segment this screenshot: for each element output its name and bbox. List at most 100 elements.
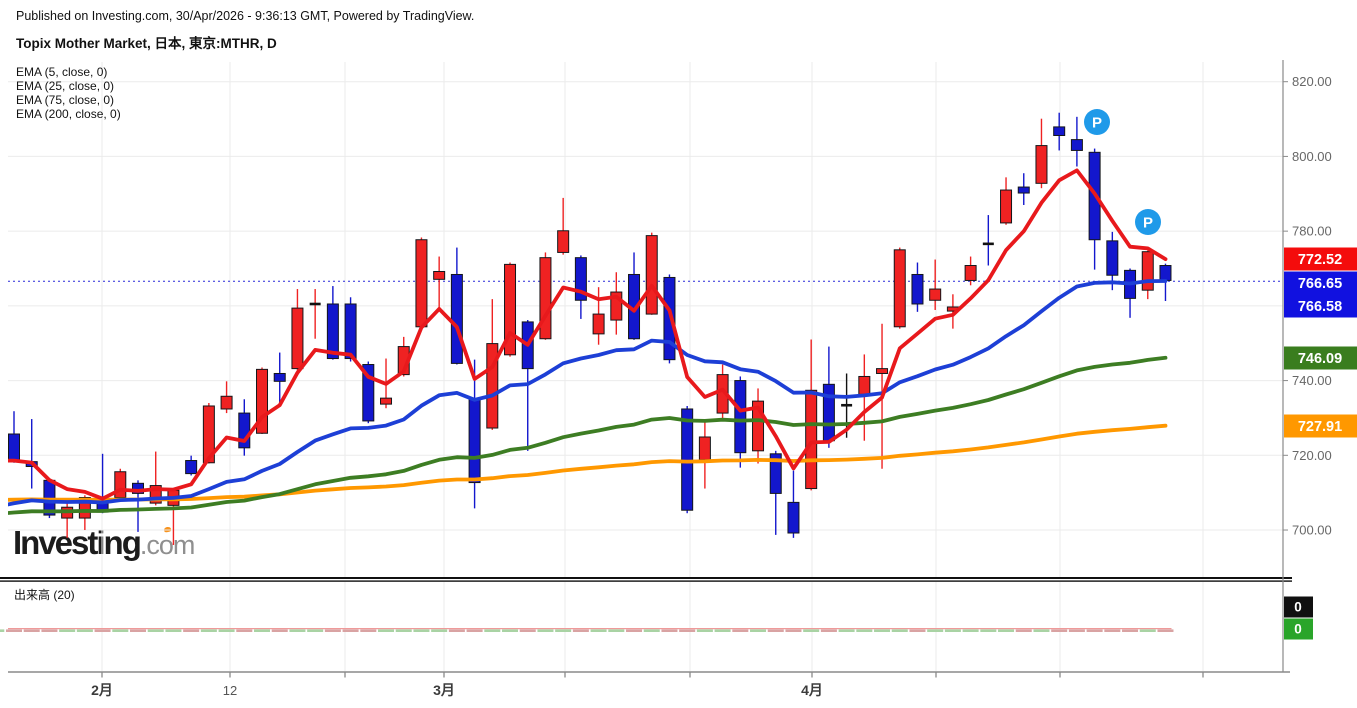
candle-body	[911, 273, 924, 305]
volume-bar	[200, 629, 217, 632]
volume-bar	[112, 629, 129, 632]
candle-body	[220, 395, 233, 410]
volume-bar	[324, 629, 341, 632]
volume-bar	[944, 629, 961, 632]
event-marker: P	[1135, 209, 1161, 235]
legend-item-ema200: EMA (200, close, 0)	[16, 107, 121, 121]
price-badge-bg	[1284, 414, 1357, 438]
doji-dash	[982, 242, 994, 246]
candle-body	[663, 276, 676, 361]
volume-bar	[59, 629, 76, 632]
candle-body	[326, 303, 339, 360]
ema-200-line	[8, 423, 1168, 502]
volume-bar	[484, 629, 501, 632]
candle-body	[291, 307, 304, 370]
volume-bar	[271, 629, 288, 632]
candle-body	[1053, 126, 1066, 136]
volume-bar	[165, 629, 182, 632]
time-axis-label: 2月	[91, 682, 113, 698]
volume-badge: 0	[1284, 618, 1313, 640]
volume-bar	[1033, 629, 1050, 632]
candle-body	[858, 375, 871, 395]
volume-bar	[891, 629, 908, 632]
candle-body	[1106, 240, 1119, 276]
candle-body	[344, 303, 357, 360]
candle-body	[362, 364, 375, 422]
volume-bar	[927, 629, 944, 632]
volume-bar	[395, 629, 412, 632]
price-badge-bg	[1284, 294, 1357, 318]
ema-75-line	[8, 355, 1168, 515]
candle-body	[8, 433, 20, 462]
volume-bar	[23, 629, 40, 632]
volume-bar	[289, 629, 306, 632]
logo-suffix: .com	[139, 530, 196, 560]
volume-badge-bg	[1284, 618, 1313, 640]
legend-item-ema5: EMA (5, close, 0)	[16, 65, 108, 79]
candle-body	[486, 343, 499, 429]
volume-bar	[448, 629, 465, 632]
volume-badge-text: 0	[1294, 600, 1302, 615]
event-marker-label: P	[1092, 115, 1102, 132]
volume-bar	[696, 629, 713, 632]
candle-body	[539, 257, 552, 340]
volume-badge-text: 0	[1294, 622, 1302, 637]
volume-bar	[431, 629, 448, 632]
volume-bar	[626, 629, 643, 632]
volume-bar	[6, 629, 22, 632]
candle-body	[929, 288, 942, 301]
volume-bar	[909, 629, 926, 632]
volume-bar	[732, 629, 749, 632]
candle-body	[256, 368, 269, 434]
volume-bar	[378, 629, 395, 632]
candle-body	[149, 485, 162, 504]
ema-25-line	[8, 279, 1168, 507]
candle-body	[450, 273, 463, 364]
plot-area	[8, 112, 1172, 545]
volume-bar	[767, 629, 784, 632]
volume-bar	[519, 629, 536, 632]
volume-bar	[76, 629, 93, 632]
candle-body	[610, 291, 623, 321]
volume-bar	[236, 629, 253, 632]
price-axis-label: 820.00	[1292, 74, 1332, 89]
candle-body	[805, 389, 818, 490]
price-badge-bg	[1284, 247, 1357, 271]
volume-bar	[1139, 629, 1156, 632]
candle-body	[504, 263, 517, 356]
volume-bar	[94, 629, 111, 632]
time-axis-label: 3月	[433, 682, 455, 698]
candle-body	[752, 400, 765, 452]
candle-body	[202, 405, 215, 464]
volume-bar	[856, 629, 873, 632]
volume-bar	[838, 629, 855, 632]
volume-bar	[183, 629, 200, 632]
candle-body	[645, 235, 658, 315]
candle-body	[557, 230, 570, 253]
candle-body	[769, 453, 782, 494]
price-badge-text: 766.58	[1298, 299, 1342, 315]
volume-bar	[980, 629, 997, 632]
panel-separator-top	[0, 577, 1292, 579]
volume-bar	[307, 629, 324, 632]
price-badge: 766.65	[1284, 271, 1357, 295]
volume-bar	[537, 629, 554, 632]
candle-body	[433, 270, 446, 280]
price-badge: 746.09	[1284, 346, 1357, 370]
volume-bar	[555, 629, 572, 632]
candle-body	[380, 397, 393, 405]
candle-body	[1035, 145, 1048, 184]
volume-bar	[1157, 629, 1174, 632]
candle-body	[1159, 265, 1172, 281]
candle-body	[787, 501, 800, 534]
volume-bar	[785, 629, 802, 632]
price-axis-label: 720.00	[1292, 448, 1332, 463]
price-axis-label: 800.00	[1292, 149, 1332, 164]
volume-bar	[254, 629, 271, 632]
candle-body	[822, 383, 835, 442]
chart-title: Topix Mother Market, 日本, 東京:MTHR, D	[16, 36, 277, 51]
volume-bar	[679, 629, 696, 632]
price-badge-text: 746.09	[1298, 351, 1342, 367]
volume-badge: 0	[1284, 596, 1313, 618]
